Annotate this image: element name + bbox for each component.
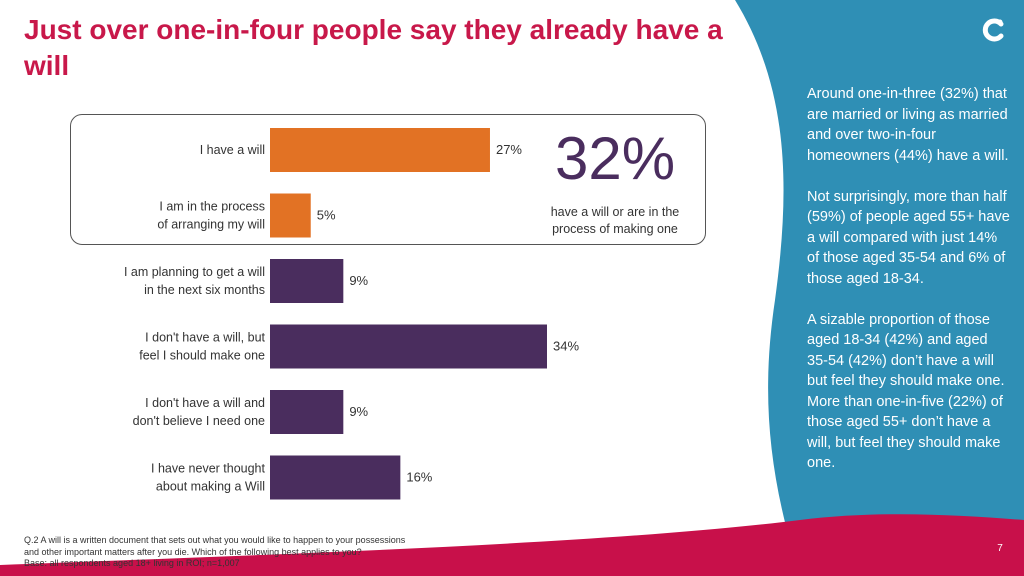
highlight-caption: have a will or are in the process of mak… [550, 205, 680, 236]
value-label-5: 9% [349, 404, 368, 419]
bar-2 [270, 193, 311, 238]
side-paragraph-1: Around one-in-three (32%) that are marri… [807, 86, 1009, 164]
category-label-4-line-2: feel I should make one [139, 349, 265, 363]
page-number: 7 [997, 543, 1003, 554]
category-label-6-line-2: about making a Will [156, 480, 265, 494]
highlight-value: 32% [554, 125, 676, 192]
category-label-5-line-1: I don't have a will and [145, 396, 265, 410]
side-paragraph-2: Not surprisingly, more than half (59%) o… [807, 188, 1010, 287]
value-label-4: 34% [553, 339, 579, 354]
category-label-2-line-2: of arranging my will [157, 218, 265, 232]
footnote: Q.2 A will is a written document that se… [24, 535, 484, 570]
category-label-1-line-1: I have a will [200, 143, 265, 157]
category-label-3-line-1: I am planning to get a will [124, 265, 265, 279]
value-label-1: 27% [496, 142, 522, 157]
side-paragraph-3: A sizable proportion of those aged 18-34… [807, 311, 1005, 472]
category-label-3-line-2: in the next six months [144, 283, 265, 297]
value-label-2: 5% [317, 208, 336, 223]
footnote-question: Q.2 A will is a written document that se… [24, 535, 406, 545]
teal-panel [735, 0, 1024, 576]
value-label-6: 16% [406, 470, 432, 485]
bar-1 [270, 128, 490, 172]
bar-6 [270, 455, 401, 500]
page-title: Just over one-in-four people say they al… [24, 14, 723, 81]
footnote-question-cont: and other important matters after you di… [24, 546, 362, 557]
bar-3 [270, 259, 344, 303]
bar-chart: 27% I have a will 5% I am in the process of … [124, 128, 579, 500]
category-label-2-line-1: I am in the process [159, 200, 265, 214]
highlight-box [70, 114, 706, 245]
crimson-band [0, 514, 1024, 576]
value-label-3: 9% [349, 273, 368, 288]
bar-4 [270, 324, 547, 369]
category-label-5-line-2: don't believe I need one [133, 414, 265, 428]
bar-5 [270, 390, 344, 434]
c-logo-icon [982, 18, 1004, 42]
footnote-base: Base: all respondents aged 18+ living in… [24, 558, 240, 568]
category-label-6-line-1: I have never thought [151, 462, 265, 476]
side-commentary: Around one-in-three (32%) that are marri… [807, 84, 1012, 494]
category-label-4-line-1: I don't have a will, but [145, 331, 265, 345]
